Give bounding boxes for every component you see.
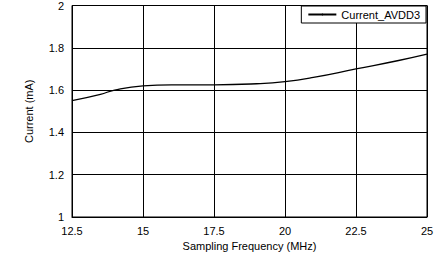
svg-text:17.5: 17.5 (203, 225, 224, 237)
svg-text:25: 25 (421, 225, 433, 237)
svg-text:12.5: 12.5 (61, 225, 82, 237)
svg-text:1.4: 1.4 (49, 126, 64, 138)
svg-text:15: 15 (137, 225, 149, 237)
svg-text:20: 20 (279, 225, 291, 237)
svg-text:Sampling Frequency (MHz): Sampling Frequency (MHz) (183, 240, 317, 252)
svg-text:Current_AVDD3: Current_AVDD3 (341, 9, 420, 21)
svg-text:1.6: 1.6 (49, 84, 64, 96)
svg-text:1.2: 1.2 (49, 169, 64, 181)
svg-text:Current (mA): Current (mA) (23, 79, 35, 143)
svg-text:22.5: 22.5 (345, 225, 366, 237)
svg-text:1.8: 1.8 (49, 42, 64, 54)
svg-text:2: 2 (58, 0, 64, 12)
svg-text:1: 1 (58, 211, 64, 223)
